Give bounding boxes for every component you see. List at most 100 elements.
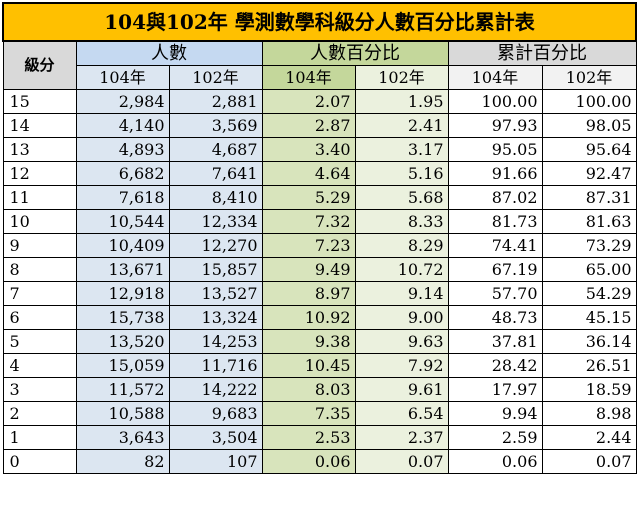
cumulative-104-cell: 57.70 <box>447 281 543 306</box>
table-row: 3 11,572 14,222 8.03 9.61 17.97 18.59 <box>2 377 637 402</box>
cumulative-104-cell: 9.94 <box>447 401 543 426</box>
grade-cell: 1 <box>2 425 77 450</box>
grade-cell: 12 <box>2 161 77 186</box>
cumulative-104-cell: 91.66 <box>447 161 543 186</box>
cumulative-104-cell: 2.59 <box>447 425 543 450</box>
percent-104-cell: 3.40 <box>261 137 356 162</box>
count-104-cell: 11,572 <box>75 377 170 402</box>
grade-cell: 6 <box>2 305 77 330</box>
cumulative-104-cell: 67.19 <box>447 257 543 282</box>
cumulative-102-cell: 0.07 <box>541 449 637 474</box>
cumulative-102-cell: 45.15 <box>541 305 637 330</box>
grade-cell: 2 <box>2 401 77 426</box>
cumulative-102-cell: 65.00 <box>541 257 637 282</box>
table-row: 1 3,643 3,504 2.53 2.37 2.59 2.44 <box>2 425 637 450</box>
grade-cell: 9 <box>2 233 77 258</box>
cumulative-group-header: 累計百分比 <box>447 40 637 66</box>
cumulative-102-cell: 8.98 <box>541 401 637 426</box>
cumulative-104-cell: 87.02 <box>447 185 543 210</box>
percent-104-cell: 0.06 <box>261 449 356 474</box>
cumulative-104-cell: 81.73 <box>447 209 543 234</box>
count-102-cell: 3,569 <box>168 113 263 138</box>
table-row: 5 13,520 14,253 9.38 9.63 37.81 36.14 <box>2 329 637 354</box>
percent-102-cell: 8.29 <box>354 233 449 258</box>
count-104-cell: 7,618 <box>75 185 170 210</box>
cumulative-102-cell: 98.05 <box>541 113 637 138</box>
percent-104-cell: 7.32 <box>261 209 356 234</box>
table-title: 104與102年 學測數學科級分人數百分比累計表 <box>1 2 637 42</box>
cumulative-104-cell: 74.41 <box>447 233 543 258</box>
count-102-cell: 14,253 <box>168 329 263 354</box>
grade-cell: 4 <box>2 353 77 378</box>
count-104-cell: 15,738 <box>75 305 170 330</box>
table-row: 12 6,682 7,641 4.64 5.16 91.66 92.47 <box>2 161 637 186</box>
percent-104-cell: 2.87 <box>261 113 356 138</box>
percent-102-cell: 6.54 <box>354 401 449 426</box>
percent-102-cell: 8.33 <box>354 209 449 234</box>
count-104-cell: 3,643 <box>75 425 170 450</box>
table-row: 13 4,893 4,687 3.40 3.17 95.05 95.64 <box>2 137 637 162</box>
percent-104-cell: 7.23 <box>261 233 356 258</box>
count-102-cell: 2,881 <box>168 89 263 114</box>
table-row: 14 4,140 3,569 2.87 2.41 97.93 98.05 <box>2 113 637 138</box>
group-header-row: 級分 人數 人數百分比 累計百分比 <box>2 40 637 90</box>
cumulative-102-cell: 36.14 <box>541 329 637 354</box>
grade-cell: 3 <box>2 377 77 402</box>
grade-distribution-table: 104與102年 學測數學科級分人數百分比累計表 級分 人數 人數百分比 累計百… <box>1 2 637 474</box>
cumulative-104-cell: 97.93 <box>447 113 543 138</box>
cumulative-104-cell: 48.73 <box>447 305 543 330</box>
percent-102-cell: 5.68 <box>354 185 449 210</box>
count-102-cell: 12,270 <box>168 233 263 258</box>
grade-cell: 7 <box>2 281 77 306</box>
percent-104-cell: 8.97 <box>261 281 356 306</box>
table-row: 9 10,409 12,270 7.23 8.29 74.41 73.29 <box>2 233 637 258</box>
percent-104-cell: 9.49 <box>261 257 356 282</box>
table-row: 8 13,671 15,857 9.49 10.72 67.19 65.00 <box>2 257 637 282</box>
grade-cell: 10 <box>2 209 77 234</box>
count-102-cell: 8,410 <box>168 185 263 210</box>
grade-cell: 0 <box>2 449 77 474</box>
count-102-cell: 13,527 <box>168 281 263 306</box>
count-102-cell: 3,504 <box>168 425 263 450</box>
cumulative-104-cell: 37.81 <box>447 329 543 354</box>
count-102-cell: 7,641 <box>168 161 263 186</box>
percent-104-cell: 9.38 <box>261 329 356 354</box>
table-row: 10 10,544 12,334 7.32 8.33 81.73 81.63 <box>2 209 637 234</box>
cumulative-104-cell: 17.97 <box>447 377 543 402</box>
grade-cell: 15 <box>2 89 77 114</box>
table-row: 11 7,618 8,410 5.29 5.68 87.02 87.31 <box>2 185 637 210</box>
percent-104-cell: 10.92 <box>261 305 356 330</box>
count-102-cell: 12,334 <box>168 209 263 234</box>
cumulative-102-cell: 18.59 <box>541 377 637 402</box>
percent-102-cell: 7.92 <box>354 353 449 378</box>
cumulative-104-cell: 28.42 <box>447 353 543 378</box>
cumulative-102-header: 102年 <box>541 65 637 90</box>
count-group-header: 人數 <box>75 40 263 66</box>
count-102-cell: 9,683 <box>168 401 263 426</box>
percent-104-cell: 4.64 <box>261 161 356 186</box>
percent-104-cell: 2.53 <box>261 425 356 450</box>
table-row: 2 10,588 9,683 7.35 6.54 9.94 8.98 <box>2 401 637 426</box>
percent-102-cell: 1.95 <box>354 89 449 114</box>
grade-cell: 11 <box>2 185 77 210</box>
count-104-cell: 10,588 <box>75 401 170 426</box>
cumulative-102-cell: 100.00 <box>541 89 637 114</box>
count-104-cell: 12,918 <box>75 281 170 306</box>
percent-102-header: 102年 <box>354 65 449 90</box>
cumulative-102-cell: 95.64 <box>541 137 637 162</box>
cumulative-102-cell: 54.29 <box>541 281 637 306</box>
title-row: 104與102年 學測數學科級分人數百分比累計表 <box>1 2 637 42</box>
count-102-cell: 11,716 <box>168 353 263 378</box>
cumulative-102-cell: 26.51 <box>541 353 637 378</box>
percent-104-cell: 8.03 <box>261 377 356 402</box>
cumulative-102-cell: 2.44 <box>541 425 637 450</box>
percent-104-cell: 5.29 <box>261 185 356 210</box>
percent-102-cell: 2.41 <box>354 113 449 138</box>
count-102-header: 102年 <box>168 65 263 90</box>
cumulative-102-cell: 73.29 <box>541 233 637 258</box>
cumulative-102-cell: 87.31 <box>541 185 637 210</box>
percent-102-cell: 2.37 <box>354 425 449 450</box>
cumulative-104-cell: 100.00 <box>447 89 543 114</box>
count-104-cell: 10,544 <box>75 209 170 234</box>
count-102-cell: 15,857 <box>168 257 263 282</box>
